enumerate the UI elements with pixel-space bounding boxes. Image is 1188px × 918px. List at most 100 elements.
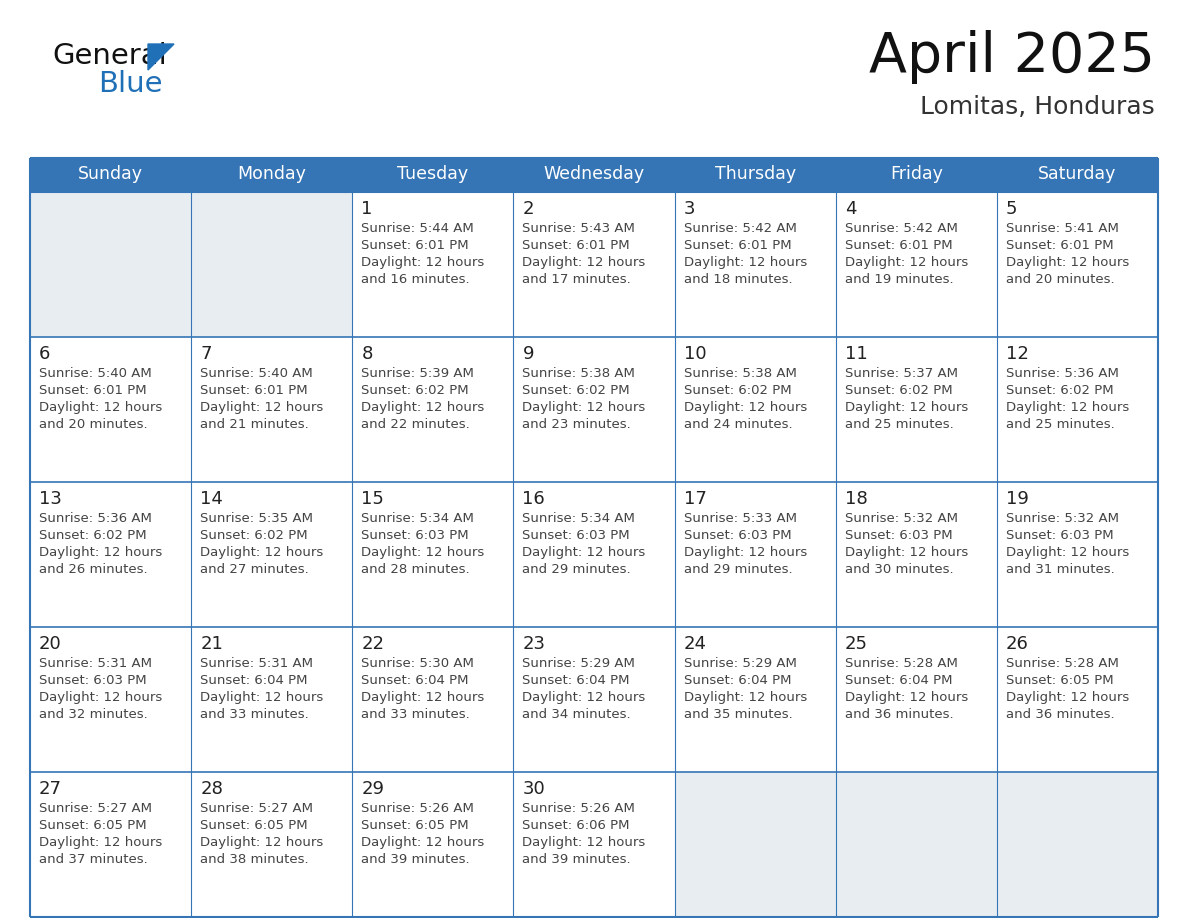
Bar	[513, 627, 675, 772]
Text: and 23 minutes.: and 23 minutes.	[523, 418, 631, 431]
Text: Sunday: Sunday	[78, 165, 143, 183]
Text: and 26 minutes.: and 26 minutes.	[39, 563, 147, 576]
Text: Sunset: 6:05 PM: Sunset: 6:05 PM	[1006, 674, 1113, 687]
Text: Sunset: 6:05 PM: Sunset: 6:05 PM	[361, 819, 469, 832]
Text: Daylight: 12 hours: Daylight: 12 hours	[39, 836, 163, 849]
Bar	[353, 627, 513, 772]
Text: Sunset: 6:01 PM: Sunset: 6:01 PM	[39, 384, 146, 397]
Text: Sunset: 6:03 PM: Sunset: 6:03 PM	[39, 674, 146, 687]
Text: Sunrise: 5:26 AM: Sunrise: 5:26 AM	[361, 802, 474, 815]
Text: 1: 1	[361, 200, 373, 218]
Text: April 2025: April 2025	[868, 30, 1155, 84]
Text: 11: 11	[845, 345, 867, 363]
Text: Sunrise: 5:32 AM: Sunrise: 5:32 AM	[1006, 512, 1119, 525]
Text: Sunrise: 5:38 AM: Sunrise: 5:38 AM	[683, 367, 796, 380]
Text: and 30 minutes.: and 30 minutes.	[845, 563, 953, 576]
Text: Daylight: 12 hours: Daylight: 12 hours	[39, 691, 163, 704]
Text: Daylight: 12 hours: Daylight: 12 hours	[523, 546, 646, 559]
Text: Daylight: 12 hours: Daylight: 12 hours	[523, 836, 646, 849]
Bar	[30, 337, 191, 482]
Text: Sunset: 6:01 PM: Sunset: 6:01 PM	[1006, 239, 1113, 252]
Text: Daylight: 12 hours: Daylight: 12 hours	[845, 401, 968, 414]
Text: Daylight: 12 hours: Daylight: 12 hours	[200, 691, 323, 704]
Text: Sunrise: 5:40 AM: Sunrise: 5:40 AM	[39, 367, 152, 380]
Text: Daylight: 12 hours: Daylight: 12 hours	[845, 691, 968, 704]
Bar	[191, 772, 353, 917]
Text: Sunrise: 5:27 AM: Sunrise: 5:27 AM	[39, 802, 152, 815]
Polygon shape	[148, 44, 173, 70]
Text: Sunrise: 5:42 AM: Sunrise: 5:42 AM	[845, 222, 958, 235]
Text: and 34 minutes.: and 34 minutes.	[523, 708, 631, 721]
Text: Sunrise: 5:30 AM: Sunrise: 5:30 AM	[361, 657, 474, 670]
Text: Daylight: 12 hours: Daylight: 12 hours	[1006, 256, 1129, 269]
Text: and 29 minutes.: and 29 minutes.	[683, 563, 792, 576]
Text: Sunset: 6:03 PM: Sunset: 6:03 PM	[523, 529, 630, 542]
Text: Daylight: 12 hours: Daylight: 12 hours	[683, 401, 807, 414]
Text: 9: 9	[523, 345, 533, 363]
Text: 26: 26	[1006, 635, 1029, 653]
Bar	[513, 337, 675, 482]
Text: and 32 minutes.: and 32 minutes.	[39, 708, 147, 721]
Text: and 36 minutes.: and 36 minutes.	[1006, 708, 1114, 721]
Bar	[835, 627, 997, 772]
Text: Daylight: 12 hours: Daylight: 12 hours	[845, 256, 968, 269]
Text: Daylight: 12 hours: Daylight: 12 hours	[200, 546, 323, 559]
Text: Sunset: 6:01 PM: Sunset: 6:01 PM	[683, 239, 791, 252]
Text: 3: 3	[683, 200, 695, 218]
Text: Sunrise: 5:34 AM: Sunrise: 5:34 AM	[361, 512, 474, 525]
Text: and 19 minutes.: and 19 minutes.	[845, 273, 953, 286]
Bar	[835, 482, 997, 627]
Text: Saturday: Saturday	[1038, 165, 1117, 183]
Bar	[835, 192, 997, 337]
Bar	[191, 482, 353, 627]
Text: Sunrise: 5:26 AM: Sunrise: 5:26 AM	[523, 802, 636, 815]
Text: Daylight: 12 hours: Daylight: 12 hours	[361, 691, 485, 704]
Text: and 18 minutes.: and 18 minutes.	[683, 273, 792, 286]
Text: Sunset: 6:01 PM: Sunset: 6:01 PM	[361, 239, 469, 252]
Text: and 24 minutes.: and 24 minutes.	[683, 418, 792, 431]
Text: Sunrise: 5:28 AM: Sunrise: 5:28 AM	[845, 657, 958, 670]
Text: and 20 minutes.: and 20 minutes.	[1006, 273, 1114, 286]
Text: Daylight: 12 hours: Daylight: 12 hours	[361, 836, 485, 849]
Text: Sunrise: 5:38 AM: Sunrise: 5:38 AM	[523, 367, 636, 380]
Text: and 37 minutes.: and 37 minutes.	[39, 853, 147, 866]
Text: 14: 14	[200, 490, 223, 508]
Text: Sunset: 6:01 PM: Sunset: 6:01 PM	[845, 239, 953, 252]
Bar	[30, 158, 1158, 192]
Text: and 33 minutes.: and 33 minutes.	[361, 708, 470, 721]
Text: 25: 25	[845, 635, 867, 653]
Text: 15: 15	[361, 490, 384, 508]
Bar	[30, 627, 1158, 772]
Text: 8: 8	[361, 345, 373, 363]
Bar	[30, 482, 1158, 627]
Text: Tuesday: Tuesday	[397, 165, 468, 183]
Text: Sunset: 6:04 PM: Sunset: 6:04 PM	[683, 674, 791, 687]
Text: Daylight: 12 hours: Daylight: 12 hours	[523, 691, 646, 704]
Text: 23: 23	[523, 635, 545, 653]
Text: Daylight: 12 hours: Daylight: 12 hours	[683, 256, 807, 269]
Text: 27: 27	[39, 780, 62, 798]
Text: Sunset: 6:03 PM: Sunset: 6:03 PM	[361, 529, 469, 542]
Text: and 25 minutes.: and 25 minutes.	[1006, 418, 1114, 431]
Text: Sunset: 6:04 PM: Sunset: 6:04 PM	[361, 674, 469, 687]
Bar	[997, 627, 1158, 772]
Text: Monday: Monday	[238, 165, 307, 183]
Text: Sunset: 6:02 PM: Sunset: 6:02 PM	[361, 384, 469, 397]
Text: 6: 6	[39, 345, 50, 363]
Text: Sunset: 6:05 PM: Sunset: 6:05 PM	[39, 819, 146, 832]
Text: Daylight: 12 hours: Daylight: 12 hours	[361, 401, 485, 414]
Text: 29: 29	[361, 780, 384, 798]
Text: Sunset: 6:04 PM: Sunset: 6:04 PM	[200, 674, 308, 687]
Text: and 16 minutes.: and 16 minutes.	[361, 273, 470, 286]
Text: Sunset: 6:02 PM: Sunset: 6:02 PM	[683, 384, 791, 397]
Text: Daylight: 12 hours: Daylight: 12 hours	[683, 691, 807, 704]
Text: Sunrise: 5:43 AM: Sunrise: 5:43 AM	[523, 222, 636, 235]
Text: Sunset: 6:03 PM: Sunset: 6:03 PM	[1006, 529, 1113, 542]
Text: Daylight: 12 hours: Daylight: 12 hours	[39, 546, 163, 559]
Text: Daylight: 12 hours: Daylight: 12 hours	[1006, 691, 1129, 704]
Text: Sunrise: 5:36 AM: Sunrise: 5:36 AM	[39, 512, 152, 525]
Text: and 33 minutes.: and 33 minutes.	[200, 708, 309, 721]
Text: Sunrise: 5:40 AM: Sunrise: 5:40 AM	[200, 367, 312, 380]
Bar	[30, 482, 191, 627]
Text: Daylight: 12 hours: Daylight: 12 hours	[523, 256, 646, 269]
